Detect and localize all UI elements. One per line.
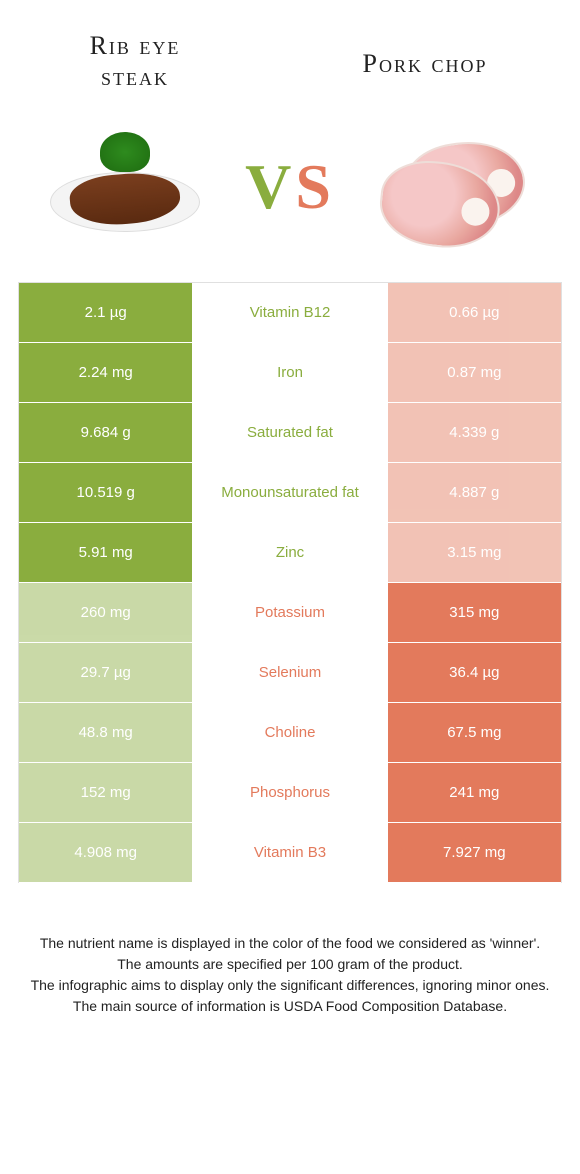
- nutrient-name: Iron: [192, 343, 387, 402]
- left-value: 5.91 mg: [19, 523, 192, 582]
- left-value: 4.908 mg: [19, 823, 192, 882]
- left-value: 2.24 mg: [19, 343, 192, 402]
- table-row: 152 mgPhosphorus241 mg: [19, 763, 561, 823]
- left-value: 152 mg: [19, 763, 192, 822]
- title-left-line2: steak: [101, 62, 169, 91]
- nutrient-name: Vitamin B3: [192, 823, 387, 882]
- images-row: VS: [0, 102, 580, 282]
- right-value: 0.66 µg: [388, 283, 561, 342]
- footer-line-4: The main source of information is USDA F…: [24, 996, 556, 1017]
- steak-illustration: [50, 142, 200, 232]
- porkchop-illustration: [375, 132, 535, 242]
- title-left-line1: Rib eye: [90, 31, 181, 60]
- nutrient-name: Selenium: [192, 643, 387, 702]
- right-value: 3.15 mg: [388, 523, 561, 582]
- footer-line-3: The infographic aims to display only the…: [24, 975, 556, 996]
- nutrient-name: Choline: [192, 703, 387, 762]
- nutrient-name: Potassium: [192, 583, 387, 642]
- left-value: 10.519 g: [19, 463, 192, 522]
- nutrient-name: Vitamin B12: [192, 283, 387, 342]
- header: Rib eye steak Pork chop: [0, 0, 580, 102]
- comparison-table: 2.1 µgVitamin B120.66 µg2.24 mgIron0.87 …: [18, 282, 562, 883]
- nutrient-name: Monounsaturated fat: [192, 463, 387, 522]
- nutrient-name: Saturated fat: [192, 403, 387, 462]
- footer-notes: The nutrient name is displayed in the co…: [0, 883, 580, 1017]
- table-row: 2.1 µgVitamin B120.66 µg: [19, 283, 561, 343]
- table-row: 9.684 gSaturated fat4.339 g: [19, 403, 561, 463]
- left-value: 48.8 mg: [19, 703, 192, 762]
- table-row: 10.519 gMonounsaturated fat4.887 g: [19, 463, 561, 523]
- table-row: 260 mgPotassium315 mg: [19, 583, 561, 643]
- table-row: 4.908 mgVitamin B37.927 mg: [19, 823, 561, 883]
- table-row: 5.91 mgZinc3.15 mg: [19, 523, 561, 583]
- right-value: 67.5 mg: [388, 703, 561, 762]
- title-right: Pork chop: [325, 30, 525, 92]
- left-value: 2.1 µg: [19, 283, 192, 342]
- nutrient-name: Phosphorus: [192, 763, 387, 822]
- right-value: 0.87 mg: [388, 343, 561, 402]
- food-image-right: [370, 122, 540, 252]
- right-value: 4.339 g: [388, 403, 561, 462]
- table-row: 2.24 mgIron0.87 mg: [19, 343, 561, 403]
- vs-v: V: [245, 151, 295, 222]
- vs-label: VS: [245, 150, 335, 224]
- left-value: 9.684 g: [19, 403, 192, 462]
- right-value: 4.887 g: [388, 463, 561, 522]
- right-value: 315 mg: [388, 583, 561, 642]
- right-value: 36.4 µg: [388, 643, 561, 702]
- vs-s: S: [295, 151, 335, 222]
- right-value: 7.927 mg: [388, 823, 561, 882]
- title-left: Rib eye steak: [55, 30, 215, 92]
- right-value: 241 mg: [388, 763, 561, 822]
- footer-line-2: The amounts are specified per 100 gram o…: [24, 954, 556, 975]
- food-image-left: [40, 122, 210, 252]
- table-row: 48.8 mgCholine67.5 mg: [19, 703, 561, 763]
- footer-line-1: The nutrient name is displayed in the co…: [24, 933, 556, 954]
- table-row: 29.7 µgSelenium36.4 µg: [19, 643, 561, 703]
- left-value: 29.7 µg: [19, 643, 192, 702]
- nutrient-name: Zinc: [192, 523, 387, 582]
- left-value: 260 mg: [19, 583, 192, 642]
